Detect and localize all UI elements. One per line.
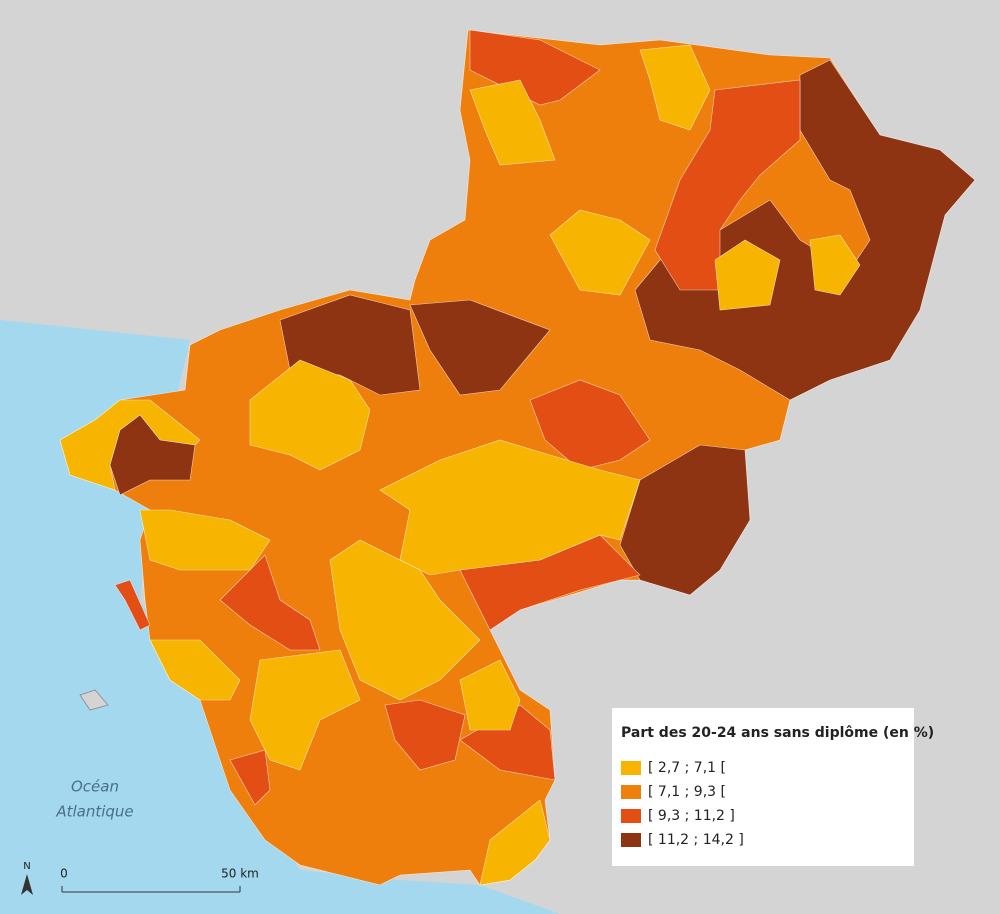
north-arrow: N [21,861,33,895]
area [639,44,711,131]
ocean-label: Atlantique [55,803,133,821]
area [229,749,271,806]
area [469,79,556,166]
island [79,689,109,711]
area [249,359,371,471]
area [459,659,521,731]
island [114,579,151,631]
ocean-label: Océan [71,778,119,796]
area [619,444,751,596]
legend-label: [ 7,1 ; 9,3 [ [648,784,726,800]
area [249,649,361,771]
scale-bar [61,886,241,893]
legend-label: [ 2,7 ; 7,1 [ [648,760,726,776]
area [149,639,241,701]
north-label: N [23,861,30,872]
area [549,209,651,296]
north-arrow-icon [21,874,33,895]
legend-swatch [621,785,641,799]
legend-swatch [621,761,641,775]
area [219,554,321,651]
area [109,414,196,496]
scale-start: 0 [60,867,68,881]
legend: Part des 20-24 ans sans diplôme (en %) [… [612,708,934,866]
legend-label: [ 11,2 ; 14,2 ] [648,832,744,848]
legend-title: Part des 20-24 ans sans diplôme (en %) [621,725,934,741]
legend-swatch [621,833,641,847]
area [634,59,976,401]
area [409,299,551,396]
regions [59,29,976,886]
legend-label: [ 9,3 ; 11,2 ] [648,808,735,824]
area [139,509,271,571]
area [714,239,781,311]
area [329,539,481,701]
scale-end: 50 km [221,867,259,881]
area [809,234,861,296]
area [529,379,651,471]
legend-swatch [621,809,641,823]
area [479,799,551,886]
legend-box [612,708,914,866]
area [384,699,466,771]
